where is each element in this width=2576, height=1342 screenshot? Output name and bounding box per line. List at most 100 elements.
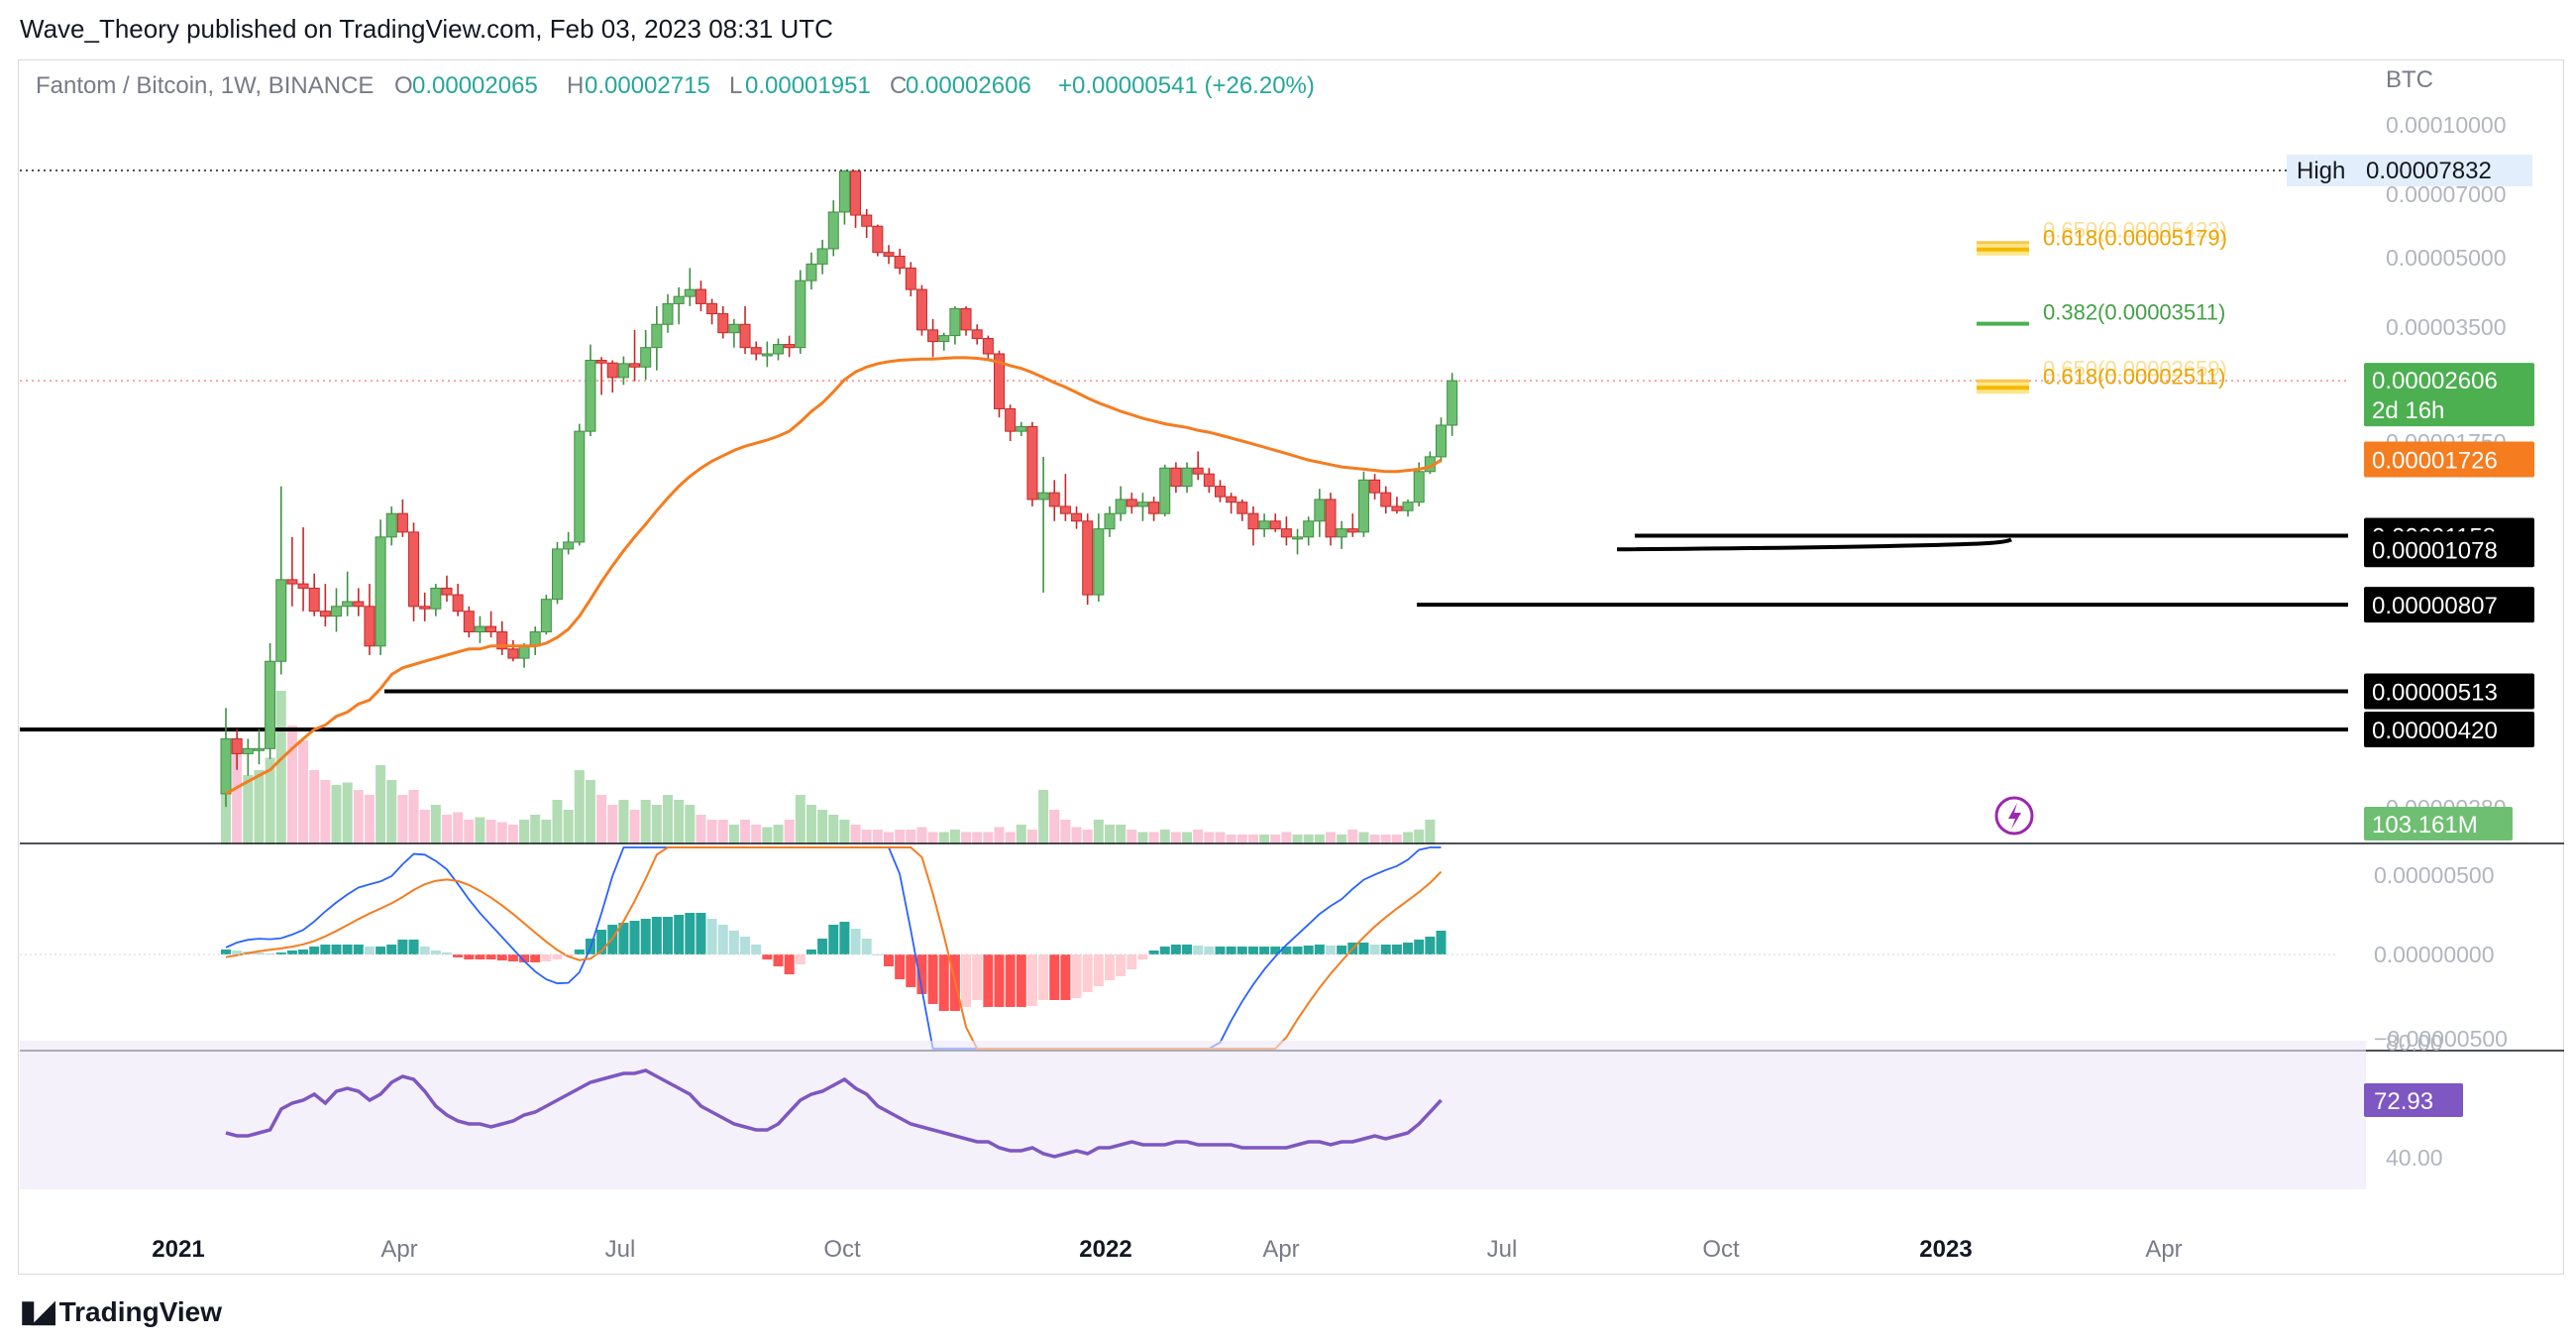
volume-bar <box>585 780 595 844</box>
candle-body <box>518 645 530 659</box>
macd-hist-bar <box>906 954 916 987</box>
volume-bar <box>1016 825 1026 844</box>
candle-body <box>816 248 828 265</box>
volume-bar <box>1038 790 1049 844</box>
volume-bar <box>983 832 994 844</box>
support-levels-layer <box>20 169 2348 731</box>
volume-bar <box>574 770 585 844</box>
macd-hist-bar <box>386 945 397 954</box>
macd-hist-bar <box>1425 937 1436 954</box>
volume-bar <box>254 770 265 844</box>
candle-body <box>927 329 939 343</box>
volume-bar <box>663 795 673 844</box>
volume-bar <box>475 817 485 844</box>
volume-bar <box>1116 825 1127 844</box>
candle-body <box>1413 471 1425 503</box>
volume-bar <box>265 757 275 844</box>
legend-l-value: 0.00001951 <box>745 72 871 99</box>
candle-body <box>507 648 519 659</box>
macd-hist-bar <box>938 954 949 1011</box>
volume-bar <box>408 790 419 844</box>
macd-hist-bar <box>1170 945 1181 954</box>
volume-bar <box>1337 835 1347 844</box>
macd-hist-bar <box>618 923 629 954</box>
volume-bar <box>762 827 773 844</box>
x-tick-label: Apr <box>2145 1236 2182 1263</box>
candle-body <box>474 625 485 633</box>
candle-body <box>1436 424 1447 458</box>
fib-label-overlap: 0.650(0.00005423) <box>2043 218 2227 243</box>
volume-bar <box>1391 835 1402 844</box>
candle-body <box>1170 467 1182 488</box>
volume-bar <box>685 805 696 844</box>
volume-bar <box>961 832 972 844</box>
macd-hist-bar <box>376 947 386 954</box>
volume-bar <box>342 782 353 844</box>
candle-body <box>838 170 850 213</box>
macd-hist-bar <box>773 954 784 966</box>
candle-body <box>540 599 552 633</box>
macd-hist-bar <box>850 929 861 954</box>
macd-hist-bar <box>839 922 850 954</box>
volume-bar <box>1159 830 1170 844</box>
volume-bar <box>1380 835 1391 844</box>
rsi-line <box>225 1068 1443 1159</box>
candle-body <box>331 606 342 617</box>
macd-hist-bar <box>574 950 585 954</box>
candle-body <box>905 267 916 290</box>
macd-hist-bar <box>254 952 265 954</box>
macd-hist-bar <box>221 950 231 954</box>
macd-hist-bar <box>1093 954 1104 986</box>
candle-body <box>463 611 475 633</box>
volume-bar <box>232 745 243 844</box>
macd-hist-bar <box>232 951 243 954</box>
candle-body <box>1082 520 1094 596</box>
legend-l-label: L <box>729 72 742 99</box>
volume-bar <box>1170 832 1181 844</box>
macd-hist-bar <box>1369 945 1380 954</box>
volume-bar <box>541 820 552 844</box>
macd-hist-bar <box>1226 947 1236 954</box>
candle-body <box>850 170 862 216</box>
candle-body <box>662 302 674 325</box>
volume-label-bg <box>2364 807 2513 840</box>
candle-body <box>827 211 839 250</box>
rsi-value-label: 72.93 <box>2374 1088 2433 1115</box>
volume-bar <box>706 820 717 844</box>
candle-body <box>1093 528 1105 596</box>
volume-bar <box>1247 835 1258 844</box>
candle-body <box>265 660 276 749</box>
macd-hist-bar <box>1414 940 1425 954</box>
macd-hist-bar <box>1314 945 1325 954</box>
price-label-bg <box>2364 587 2534 623</box>
macd-hist-bar <box>674 915 685 954</box>
high-label-bg <box>2287 155 2532 186</box>
candle-body <box>640 347 652 368</box>
alert-icon[interactable] <box>1994 796 2034 836</box>
macd-hist-bar <box>805 950 816 954</box>
macd-hist-bar <box>397 940 408 954</box>
macd-hist-bar <box>1281 947 1292 954</box>
legend-o-label: O <box>394 72 413 99</box>
volume-bar <box>1414 830 1425 844</box>
volume-bar <box>1303 835 1314 844</box>
volume-bar <box>1026 830 1037 844</box>
candle-body <box>1269 520 1281 530</box>
candle-body <box>585 360 596 432</box>
x-tick-label: Oct <box>823 1236 861 1263</box>
macd-hist-bar <box>706 919 717 954</box>
candle-body <box>342 601 354 608</box>
candle-body <box>861 214 873 227</box>
candle-body <box>750 347 762 355</box>
volume-bar <box>275 691 286 844</box>
volume-bar <box>784 820 795 844</box>
price-label: 0.00000807 <box>2372 593 2498 619</box>
candle-body <box>1005 407 1017 432</box>
tradingview-logo[interactable]: ▮◢ TradingView <box>20 1294 222 1329</box>
candle-body <box>220 737 232 795</box>
candle-body <box>595 360 607 364</box>
candle-body <box>1016 425 1027 432</box>
macd-hist-bar <box>1391 945 1402 954</box>
fib-label: 0.618(0.00002511) <box>2043 364 2225 389</box>
